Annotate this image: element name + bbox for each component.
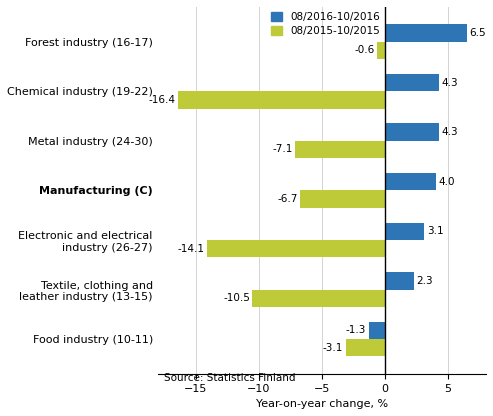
Text: -10.5: -10.5 xyxy=(223,293,250,303)
Legend: 08/2016-10/2016, 08/2015-10/2015: 08/2016-10/2016, 08/2015-10/2015 xyxy=(271,12,380,36)
Text: 4.0: 4.0 xyxy=(438,177,455,187)
Bar xyxy=(207,240,385,257)
Bar xyxy=(385,173,435,191)
Text: -3.1: -3.1 xyxy=(323,343,343,353)
Bar xyxy=(385,272,414,290)
Bar xyxy=(300,191,385,208)
Text: -14.1: -14.1 xyxy=(177,244,205,254)
Bar xyxy=(385,24,467,42)
Bar xyxy=(385,124,439,141)
Text: -0.6: -0.6 xyxy=(354,45,375,55)
Text: 4.3: 4.3 xyxy=(442,77,458,87)
Text: 3.1: 3.1 xyxy=(427,226,443,236)
Bar xyxy=(378,42,385,59)
Bar xyxy=(385,223,424,240)
Bar xyxy=(252,290,385,307)
Text: -16.4: -16.4 xyxy=(148,95,176,105)
X-axis label: Year-on-year change, %: Year-on-year change, % xyxy=(256,399,388,409)
Text: -7.1: -7.1 xyxy=(273,144,293,154)
Text: 6.5: 6.5 xyxy=(470,28,486,38)
Bar xyxy=(295,141,385,158)
Bar xyxy=(346,339,385,357)
Text: -6.7: -6.7 xyxy=(278,194,298,204)
Text: Source: Statistics Finland: Source: Statistics Finland xyxy=(164,373,296,383)
Text: -1.3: -1.3 xyxy=(346,325,366,335)
Bar xyxy=(178,91,385,109)
Bar xyxy=(385,74,439,91)
Bar xyxy=(369,322,385,339)
Text: 2.3: 2.3 xyxy=(417,276,433,286)
Text: 4.3: 4.3 xyxy=(442,127,458,137)
